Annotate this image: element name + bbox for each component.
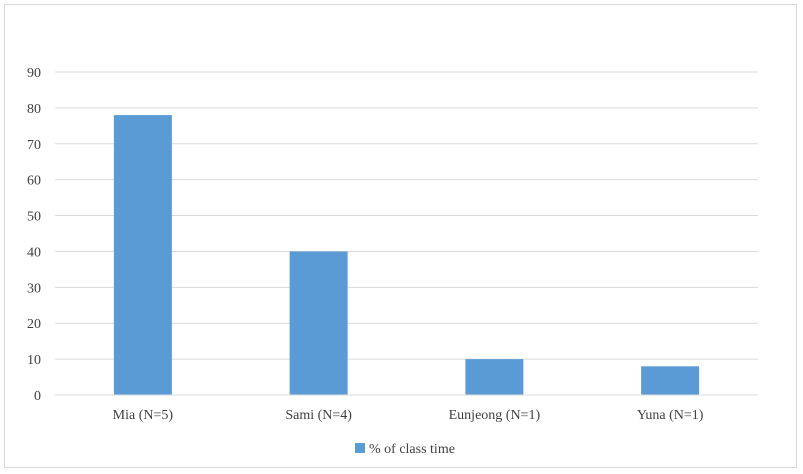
legend-label: % of class time <box>369 442 455 457</box>
y-tick-label: 40 <box>27 245 41 260</box>
x-tick-label: Mia (N=5) <box>113 408 174 423</box>
chart-frame: 0 10 20 30 40 50 60 70 80 90 Mia (N=5) Sami (N=4) E… <box>4 4 797 468</box>
x-tick-label: Yuna (N=1) <box>637 408 704 423</box>
y-tick-label: 80 <box>27 102 41 117</box>
gridlines <box>55 71 758 360</box>
y-axis-tick-labels: 0 10 20 30 40 50 60 70 80 90 <box>27 66 41 404</box>
x-tick-label: Eunjeong (N=1) <box>449 408 541 423</box>
bar-chart: 0 10 20 30 40 50 60 70 80 90 Mia (N=5) Sami (N=4) E… <box>27 66 758 457</box>
bar <box>465 359 524 395</box>
y-tick-label: 20 <box>27 317 41 332</box>
bar <box>289 251 348 395</box>
y-tick-label: 70 <box>27 138 41 153</box>
bar <box>113 115 172 396</box>
x-axis-tick-labels: Mia (N=5) Sami (N=4) Eunjeong (N=1) Yuna (N… <box>113 408 704 423</box>
y-tick-label: 60 <box>27 174 41 189</box>
legend-swatch <box>355 443 365 453</box>
y-tick-label: 0 <box>34 389 41 404</box>
y-tick-label: 90 <box>27 66 41 81</box>
bar <box>641 366 700 395</box>
legend: % of class time <box>355 442 455 457</box>
y-tick-label: 50 <box>27 210 41 225</box>
y-tick-label: 30 <box>27 281 41 296</box>
x-tick-label: Sami (N=4) <box>285 408 352 423</box>
y-tick-label: 10 <box>27 353 41 368</box>
bars <box>113 115 700 396</box>
